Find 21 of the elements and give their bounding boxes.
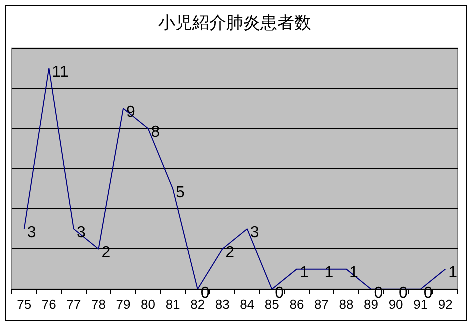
x-tick-label: 81 — [166, 296, 180, 312]
x-tick-label: 87 — [314, 296, 329, 312]
data-label: 11 — [52, 64, 69, 81]
x-tick-label: 92 — [438, 296, 453, 312]
x-tick-label: 88 — [339, 296, 354, 312]
x-tick-label: 80 — [141, 296, 156, 312]
data-label: 3 — [27, 224, 36, 242]
data-label: 1 — [324, 264, 334, 282]
data-label: 1 — [300, 264, 309, 282]
x-tick-label: 76 — [42, 296, 56, 312]
x-tick-label: 77 — [66, 296, 82, 312]
data-label: 5 — [176, 184, 186, 202]
x-tick-label: 83 — [215, 296, 230, 312]
x-tick-label: 75 — [17, 296, 32, 312]
chart-title: 小児紹介肺炎患者数 — [158, 14, 312, 34]
x-tick-label: 86 — [290, 296, 304, 312]
x-tick-label: 78 — [91, 296, 106, 312]
data-label: 1 — [448, 264, 458, 282]
x-tick-label: 79 — [116, 296, 131, 312]
data-label: 3 — [250, 224, 260, 242]
x-tick-label: 84 — [240, 296, 255, 312]
